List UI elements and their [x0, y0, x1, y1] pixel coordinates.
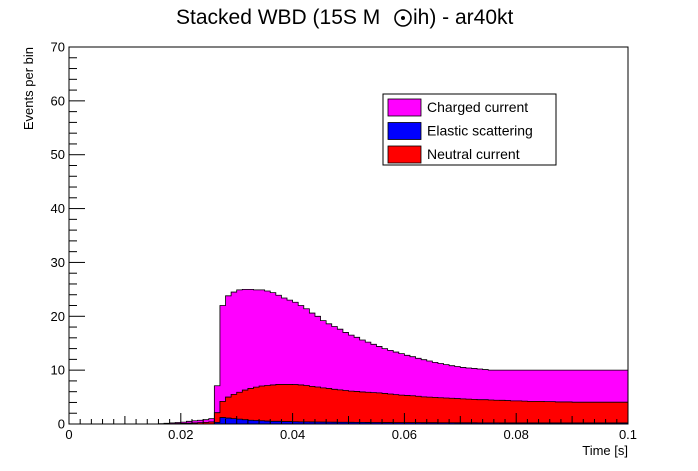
y-tick-label: 70: [51, 40, 65, 55]
chart-title-main: Stacked WBD (15S M: [176, 6, 380, 29]
series-outline-charged-current: [69, 288, 628, 425]
legend-swatch-charged-current: [387, 98, 422, 117]
x-tick-label: 0.04: [280, 427, 305, 442]
histogram-layers: [69, 288, 628, 425]
x-tick-label: 0.06: [392, 427, 417, 442]
legend-label-neutral-current: Neutral current: [427, 146, 520, 162]
legend-items: Charged current Elastic scattering Neutral…: [387, 98, 533, 164]
series-outline-neutral-current: [69, 384, 628, 425]
series-area-neutral-current: [69, 384, 628, 424]
x-axis-label: Time [s]: [582, 443, 628, 458]
series-area-charged-current: [69, 289, 628, 424]
y-tick-label: 20: [51, 309, 65, 324]
y-tick-label: 40: [51, 201, 65, 216]
legend-swatch-neutral-current: [387, 145, 422, 164]
y-tick-label: 0: [58, 417, 65, 432]
legend-swatch-elastic-scattering: [387, 122, 422, 140]
x-tick-label: 0.08: [504, 427, 529, 442]
x-tick-label: 0: [65, 427, 72, 442]
y-tick-label: 60: [51, 93, 65, 108]
y-tick-label: 10: [51, 363, 65, 378]
legend-label-charged-current: Charged current: [427, 99, 528, 115]
chart-title-tail: ih) - ar40kt: [413, 6, 514, 29]
y-axis-label: Events per bin: [21, 47, 36, 130]
legend-label-elastic-scattering: Elastic scattering: [427, 123, 533, 139]
y-tick-label: 30: [51, 255, 65, 270]
legend: Charged current Elastic scattering Neutral…: [382, 93, 557, 166]
sun-symbol-icon: [394, 9, 412, 27]
x-tick-label: 0.1: [619, 427, 637, 442]
axes: 0 0.02 0.04 0.06 0.08 0.1 0 10 20 30 40 50 60 70: [51, 40, 638, 443]
y-tick-label: 50: [51, 147, 65, 162]
x-tick-label: 0.02: [168, 427, 193, 442]
